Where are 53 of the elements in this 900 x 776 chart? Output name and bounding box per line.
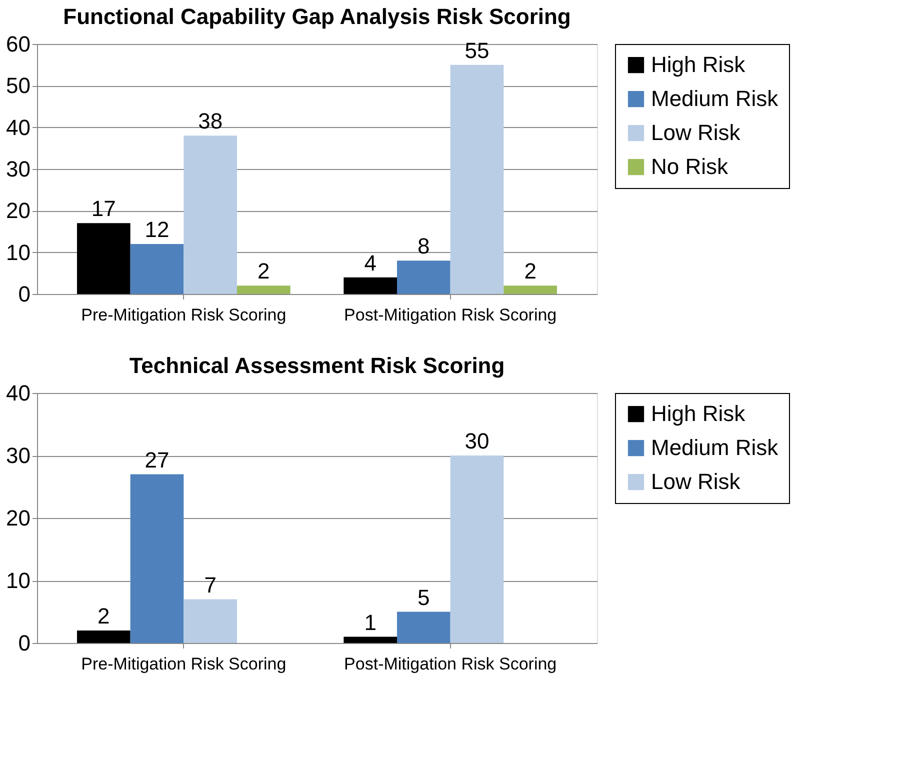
- bar: [130, 244, 184, 294]
- y-tick-label: 50: [6, 73, 30, 98]
- x-tick-label: Pre-Mitigation Risk Scoring: [81, 654, 286, 674]
- legend-label: High Risk: [651, 401, 746, 426]
- data-label: 12: [144, 217, 170, 242]
- data-label: 27: [144, 447, 170, 472]
- y-tick-label: 10: [6, 568, 30, 593]
- chart-title: Functional Capability Gap Analysis Risk Scoring: [63, 4, 571, 29]
- data-label: 4: [364, 250, 376, 276]
- data-label: 2: [258, 258, 270, 284]
- legend-label: Low Risk: [651, 120, 742, 145]
- bar: [344, 636, 397, 643]
- data-label: 1: [364, 610, 376, 635]
- bar: [450, 64, 504, 294]
- data-label: 30: [464, 428, 490, 454]
- y-tick-label: 0: [18, 282, 30, 306]
- y-tick-label: 0: [18, 630, 30, 656]
- x-tick-label: Post-Mitigation Risk Scoring: [344, 654, 557, 674]
- data-label: 8: [418, 234, 430, 259]
- data-label: 7: [204, 572, 216, 598]
- bar: [77, 223, 130, 294]
- data-label: 2: [98, 604, 110, 628]
- bar: [450, 456, 504, 643]
- y-tick-label: 10: [6, 240, 30, 265]
- bar: [504, 286, 557, 294]
- y-tick-label: 40: [6, 380, 30, 406]
- bar: [344, 277, 397, 294]
- legend-label: Medium Risk: [651, 86, 780, 111]
- y-tick-label: 30: [6, 156, 30, 182]
- bar: [130, 474, 184, 643]
- bar: [184, 136, 237, 294]
- y-tick-label: 20: [6, 506, 30, 530]
- bar: [237, 286, 290, 294]
- y-tick-label: 20: [6, 198, 30, 224]
- data-label: 17: [91, 196, 116, 222]
- bar: [77, 630, 130, 643]
- legend-label: No Risk: [651, 154, 730, 179]
- data-label: 2: [524, 258, 536, 284]
- y-tick-label: 40: [6, 114, 30, 140]
- data-label: 5: [418, 584, 430, 610]
- data-label: 38: [198, 108, 223, 134]
- bar: [397, 612, 450, 643]
- x-tick-label: Post-Mitigation Risk Scoring: [344, 306, 557, 324]
- legend-label: Low Risk: [651, 469, 742, 494]
- x-tick-label: Pre-Mitigation Risk Scoring: [81, 306, 286, 324]
- data-label: 55: [464, 38, 490, 63]
- bar: [397, 260, 450, 294]
- chart-title: Technical Assessment Risk Scoring: [129, 353, 505, 378]
- legend-label: Medium Risk: [651, 435, 780, 460]
- y-tick-label: 30: [6, 443, 30, 468]
- y-tick-label: 60: [6, 32, 30, 56]
- bar: [184, 599, 237, 643]
- legend-label: High Risk: [651, 52, 746, 77]
